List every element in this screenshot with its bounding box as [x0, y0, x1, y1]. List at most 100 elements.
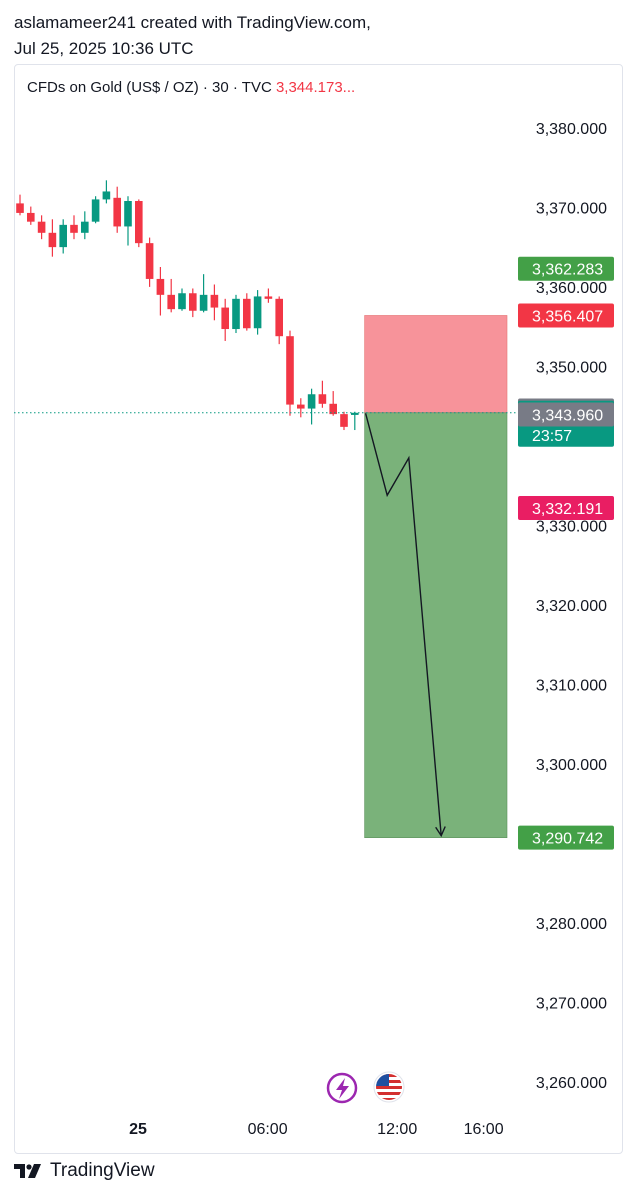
candle — [167, 278, 175, 313]
candle — [59, 219, 67, 254]
candle-body — [275, 298, 283, 337]
candle-body — [135, 201, 143, 244]
candle — [135, 199, 143, 248]
candle — [27, 206, 35, 225]
date-line: Jul 25, 2025 10:36 UTC — [14, 39, 194, 58]
y-tick-label: 3,260.000 — [536, 1075, 607, 1092]
candle-body — [329, 403, 337, 415]
y-tick-label: 3,380.000 — [536, 121, 607, 138]
candle-body — [48, 232, 57, 248]
candle — [199, 274, 208, 313]
time-axis[interactable]: 25 06:00 12:00 16:00 — [129, 1121, 504, 1138]
y-tick-label: 3,370.000 — [536, 200, 607, 217]
price-label-text: 3,362.283 — [532, 262, 603, 279]
candle — [275, 296, 283, 345]
price-axis-label: 3,332.191 — [518, 496, 614, 521]
footer: TradingView — [14, 1160, 155, 1182]
candle — [189, 288, 197, 318]
price-label-box — [518, 402, 614, 427]
candle-body — [297, 404, 305, 409]
candle — [178, 288, 186, 311]
candle — [264, 288, 273, 303]
candle — [210, 284, 219, 321]
candle-body — [210, 294, 219, 308]
candle-body — [124, 201, 132, 227]
symbol-name[interactable]: CFDs on Gold (US$ / OZ) · 30 · TVC — [27, 79, 272, 96]
x-tick-label: 06:00 — [248, 1121, 288, 1138]
price-label-text: 3,343.960 — [532, 407, 603, 424]
short-position-tool[interactable] — [364, 315, 508, 838]
candle — [307, 388, 316, 425]
candle — [329, 391, 337, 416]
x-tick-label: 16:00 — [464, 1121, 504, 1138]
price-label-text: 3,356.407 — [532, 308, 603, 325]
candle-body — [318, 394, 327, 404]
projection-path[interactable] — [364, 413, 446, 838]
author-line: aslamameer241 created with TradingView.c… — [14, 13, 371, 32]
chart-frame — [14, 64, 623, 1154]
event-markers[interactable] — [326, 1071, 405, 1104]
candle — [221, 298, 229, 341]
price-label-box — [518, 496, 614, 521]
candle-body — [145, 243, 154, 279]
candle-body — [81, 221, 89, 233]
y-tick-label: 3,280.000 — [536, 916, 607, 933]
candle-body — [167, 294, 175, 310]
price-label-box — [518, 825, 614, 850]
candle — [232, 294, 240, 334]
candles — [16, 180, 359, 431]
candle-body — [70, 224, 78, 233]
candle — [48, 219, 57, 257]
candle — [16, 194, 24, 216]
candle — [102, 180, 111, 204]
y-tick-label: 3,270.000 — [536, 996, 607, 1013]
candle — [145, 237, 154, 287]
candle-body — [16, 203, 24, 213]
y-tick-label: 3,330.000 — [536, 518, 607, 535]
symbol-legend[interactable]: CFDs on Gold (US$ / OZ) · 30 · TVC 3,344… — [27, 79, 355, 96]
candle-body — [253, 296, 262, 329]
y-tick-label: 3,350.000 — [536, 359, 607, 376]
us-flag-event-icon[interactable] — [373, 1071, 405, 1103]
y-tick-label: 3,300.000 — [536, 757, 607, 774]
candle-body — [264, 296, 273, 299]
y-tick-label: 3,320.000 — [536, 598, 607, 615]
candle-body — [178, 293, 186, 310]
candle-body — [189, 293, 197, 311]
lightning-event-icon[interactable] — [326, 1072, 358, 1104]
price-axis-label: 3,343.960 — [518, 402, 614, 427]
candle-body — [232, 298, 240, 330]
candle-body — [351, 412, 359, 415]
header: aslamameer241 created with TradingView.c… — [14, 10, 371, 62]
x-tick-label: 12:00 — [377, 1121, 417, 1138]
footer-brand: TradingView — [50, 1160, 155, 1181]
candle-body — [199, 294, 208, 311]
candle — [253, 290, 262, 335]
price-axis-label: 3,290.742 — [518, 825, 614, 850]
candle — [340, 411, 348, 431]
candle — [124, 196, 132, 246]
candle-body — [27, 212, 35, 222]
price-label-text: 3,332.191 — [532, 501, 603, 518]
candle-body — [91, 199, 100, 222]
candle-body — [113, 197, 121, 227]
arrow-head-icon[interactable] — [435, 826, 446, 838]
symbol-last-price: 3,344.173... — [275, 79, 356, 96]
candle — [37, 215, 46, 240]
candle-body — [156, 278, 165, 295]
y-tick-label: 3,360.000 — [536, 280, 607, 297]
candle-body — [307, 394, 316, 409]
candle — [286, 330, 294, 416]
candle — [91, 196, 100, 224]
stop-loss-zone[interactable] — [364, 315, 508, 414]
candle — [351, 411, 359, 431]
price-axis-label: 3,362.283 — [518, 256, 614, 281]
price-label-box — [518, 303, 614, 328]
candle — [81, 211, 89, 240]
price-axis[interactable]: 3,380.000 3,370.000 3,360.000 3,350.000 3,33… — [536, 121, 607, 1092]
candle — [297, 398, 305, 418]
projection-path-line[interactable] — [364, 413, 442, 836]
candle-body — [243, 298, 251, 329]
candle — [113, 186, 121, 233]
